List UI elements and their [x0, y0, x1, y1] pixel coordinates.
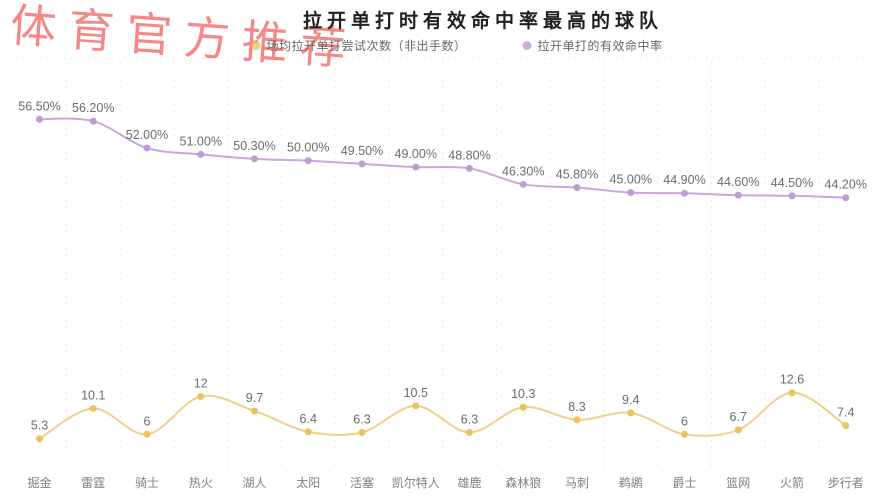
data-label: 9.7	[246, 391, 263, 405]
data-label: 44.20%	[825, 178, 867, 192]
data-label: 52.00%	[126, 128, 168, 142]
data-label: 10.3	[511, 387, 535, 401]
chart-point[interactable]	[358, 428, 366, 436]
data-label: 10.1	[81, 388, 105, 402]
data-label: 44.90%	[663, 173, 705, 187]
data-label: 5.3	[31, 419, 48, 433]
data-label: 8.3	[568, 400, 585, 414]
data-label: 51.00%	[180, 134, 222, 148]
series-line-efg	[39, 117, 846, 199]
chart-point[interactable]	[412, 163, 420, 171]
x-axis-label: 森林狼	[505, 475, 541, 490]
chart-point[interactable]	[519, 180, 527, 188]
legend-item-attempts[interactable]: 场均拉开单打尝试次数（非出手数）	[251, 37, 466, 54]
chart-point[interactable]	[519, 403, 527, 411]
data-label: 6.3	[353, 412, 370, 426]
x-axis-label: 马刺	[565, 476, 589, 490]
chart-point[interactable]	[36, 115, 43, 123]
chart-point[interactable]	[89, 117, 97, 125]
chart-point[interactable]	[573, 416, 581, 424]
chart-point[interactable]	[197, 392, 205, 400]
data-label: 10.5	[404, 386, 428, 400]
chart-point[interactable]	[143, 430, 151, 438]
data-label: 44.50%	[771, 176, 813, 190]
chart-point[interactable]	[788, 192, 796, 200]
x-axis-label: 步行者	[828, 476, 864, 490]
legend-dot-efg-icon	[522, 41, 532, 50]
data-label: 6.3	[461, 412, 478, 426]
chart-point[interactable]	[36, 435, 43, 443]
data-label: 7.4	[837, 405, 854, 419]
chart-point[interactable]	[89, 404, 97, 412]
chart-point[interactable]	[734, 426, 742, 434]
x-axis-label: 爵士	[672, 476, 696, 490]
chart-point[interactable]	[251, 155, 258, 163]
legend-label-efg: 拉开单打的有效命中率	[537, 39, 663, 53]
data-label: 6.7	[730, 410, 747, 424]
data-label: 50.30%	[233, 139, 275, 153]
legend-item-efg[interactable]: 拉开单打的有效命中率	[522, 37, 663, 54]
chart-point[interactable]	[627, 189, 635, 197]
data-label: 45.00%	[610, 173, 652, 187]
legend: 场均拉开单打尝试次数（非出手数） 拉开单打的有效命中率	[251, 37, 662, 54]
data-label: 49.50%	[341, 144, 383, 158]
series-line-attempts	[38, 391, 847, 440]
chart-point[interactable]	[197, 150, 205, 158]
chart-point[interactable]	[466, 164, 473, 172]
data-label: 46.30%	[502, 164, 544, 178]
chart-point[interactable]	[681, 430, 688, 438]
x-axis-label: 太阳	[296, 475, 320, 490]
legend-dot-attempts-icon	[251, 41, 261, 50]
data-label: 44.60%	[717, 175, 759, 189]
data-label: 45.80%	[556, 168, 598, 182]
x-axis-label: 湖人	[242, 475, 266, 490]
chart-point[interactable]	[627, 409, 635, 417]
data-label: 56.20%	[72, 101, 114, 115]
data-label: 12	[194, 376, 208, 390]
x-axis-label: 篮网	[726, 475, 750, 490]
chart-point[interactable]	[466, 428, 473, 436]
chart-point[interactable]	[304, 157, 312, 165]
data-label: 49.00%	[395, 147, 437, 161]
data-label: 6	[144, 414, 151, 428]
chart-point[interactable]	[251, 407, 258, 415]
chart-point[interactable]	[734, 191, 742, 199]
x-axis-label: 雷霆	[81, 476, 105, 490]
chart-point[interactable]	[412, 402, 420, 410]
chart-point[interactable]	[304, 428, 312, 436]
chart-point[interactable]	[842, 421, 850, 429]
x-axis-label: 凯尔特人	[392, 475, 440, 490]
x-axis-label: 骑士	[135, 476, 159, 490]
chart-point[interactable]	[842, 194, 850, 202]
chart-title: 拉开单打时有效命中率最高的球队	[302, 11, 664, 32]
x-axis-label: 活塞	[350, 475, 374, 490]
data-label: 9.4	[622, 393, 639, 407]
chart-point[interactable]	[788, 389, 796, 397]
chart-point[interactable]	[681, 189, 688, 197]
data-label: 56.50%	[18, 99, 60, 113]
x-axis-label: 掘金	[27, 475, 51, 490]
chart-point[interactable]	[358, 160, 366, 168]
data-label: 50.00%	[287, 141, 329, 155]
x-axis-label: 雄鹿	[457, 475, 481, 490]
chart-point[interactable]	[143, 144, 151, 152]
data-label: 6	[681, 414, 688, 428]
chart-point[interactable]	[573, 184, 581, 192]
x-axis-label: 火箭	[780, 475, 804, 490]
data-label: 48.80%	[448, 148, 490, 162]
data-label: 6.4	[300, 412, 317, 426]
x-axis-label: 鹈鹕	[619, 475, 643, 490]
x-axis-label: 热火	[189, 476, 213, 490]
legend-label-attempts: 场均拉开单打尝试次数（非出手数）	[266, 39, 467, 53]
data-label: 12.6	[780, 373, 804, 387]
